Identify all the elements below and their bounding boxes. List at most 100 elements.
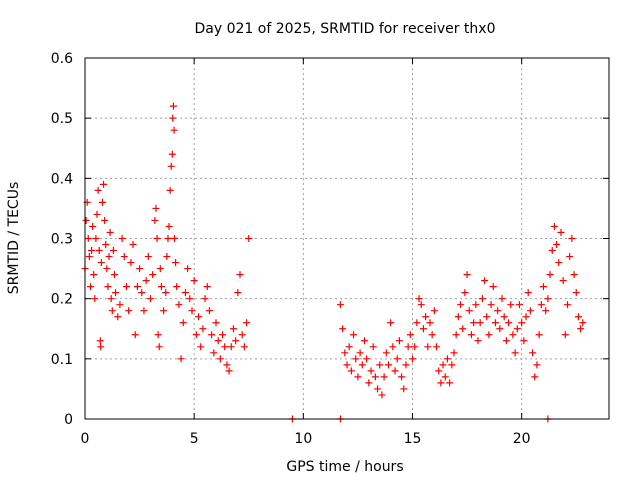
y-tick-label: 0.3 [51,232,73,248]
data-point [107,295,115,303]
data-point [380,373,388,381]
data-point [557,228,565,236]
data-point [356,349,364,357]
data-point [155,343,163,351]
data-point [365,379,373,387]
data-point [232,337,240,345]
y-tick-label: 0.6 [51,51,73,67]
data-point [336,301,344,309]
data-point [470,319,478,327]
data-point [537,301,545,309]
data-point [170,126,178,134]
data-point [457,301,465,309]
plot-frame [84,57,610,420]
data-point [561,331,569,339]
data-point [219,331,227,339]
data-point [149,271,157,279]
data-point [140,307,148,315]
data-point [415,295,423,303]
data-point [459,325,467,333]
data-point [144,253,152,261]
data-point [476,319,484,327]
data-point [559,277,567,285]
data-point [240,343,248,351]
data-point [443,355,451,363]
data-point [354,373,362,381]
data-point [216,355,224,363]
data-point [515,301,523,309]
data-point [114,313,122,321]
data-point [243,319,251,327]
data-point [450,349,458,357]
data-point [188,307,196,315]
x-tick-label: 5 [190,431,199,447]
data-point [529,349,537,357]
x-tick-label: 20 [513,431,531,447]
data-point [441,373,449,381]
y-tick-label: 0.5 [51,111,73,127]
data-point [369,343,377,351]
data-point [129,241,137,249]
data-point [147,295,154,303]
data-point [208,331,216,339]
data-point [186,295,194,303]
data-point [212,319,220,327]
data-point [104,283,112,291]
data-point [520,337,528,345]
data-point [120,253,128,261]
x-tick-label: 15 [404,431,422,447]
data-point [112,289,120,297]
data-point [461,289,469,297]
data-point [500,313,508,321]
data-point [483,313,491,321]
data-point [422,313,430,321]
y-tick-label: 0 [64,412,73,428]
data-point [156,265,164,273]
data-point [345,343,353,351]
data-point [467,331,475,339]
data-point [203,283,211,291]
data-point [118,235,126,242]
data-point [555,259,563,267]
data-point [169,102,177,110]
data-point [522,313,530,321]
data-point [162,289,170,297]
data-point [524,289,532,297]
data-point [452,331,460,339]
data-point [406,331,414,339]
data-point [97,259,105,267]
data-point [142,277,150,285]
data-point [419,325,427,333]
data-point [417,301,425,309]
data-point [426,319,434,327]
data-point [96,337,104,345]
data-point [446,379,454,387]
data-point [108,307,116,315]
data-point [177,355,185,363]
data-point [358,361,366,369]
data-point [154,331,162,339]
data-point [570,271,578,279]
data-point [94,186,102,194]
y-axis-label: SRMTID / TECUs [6,182,22,295]
data-point [384,361,392,369]
data-point [95,247,103,255]
data-point [91,295,99,303]
data-point [102,241,110,249]
data-point [127,259,135,267]
data-point [197,343,205,351]
data-point [487,301,495,309]
data-point [564,301,572,309]
data-point [568,235,576,242]
data-point [98,198,106,206]
data-point [439,361,447,369]
data-point [474,337,482,345]
data-point [85,253,93,261]
data-point [167,162,175,170]
data-point [229,325,237,333]
data-point [548,247,556,255]
data-point [133,283,141,291]
data-point [481,277,489,285]
data-point [398,373,406,381]
